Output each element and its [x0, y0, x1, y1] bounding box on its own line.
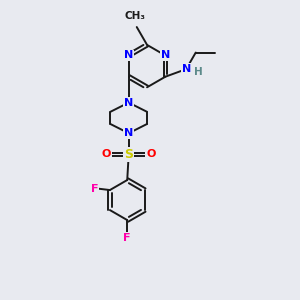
Text: N: N [124, 98, 133, 108]
Text: F: F [91, 184, 98, 194]
Text: N: N [182, 64, 191, 74]
Text: N: N [124, 128, 133, 138]
Text: N: N [161, 50, 170, 61]
Text: F: F [124, 233, 131, 243]
Text: N: N [124, 50, 133, 61]
Text: O: O [146, 149, 155, 159]
Text: CH₃: CH₃ [125, 11, 146, 21]
Text: H: H [194, 67, 203, 77]
Text: O: O [102, 149, 111, 159]
Text: S: S [124, 148, 133, 161]
